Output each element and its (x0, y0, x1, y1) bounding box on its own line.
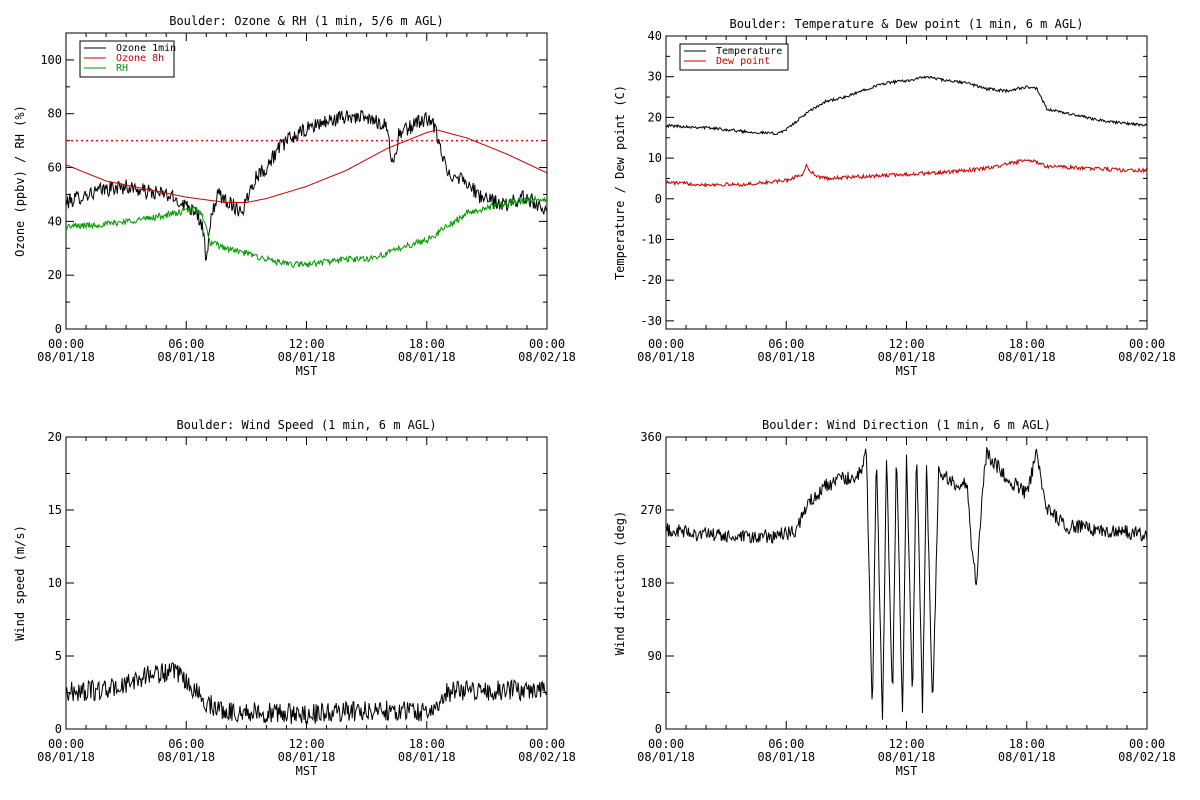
chart-title: Boulder: Temperature & Dew point (1 min,… (729, 17, 1083, 31)
x-axis-label: MST (896, 764, 918, 778)
series-line-temperature (666, 75, 1147, 136)
x-tick-label-date: 08/01/18 (37, 750, 95, 764)
panel-ozone_rh: Boulder: Ozone & RH (1 min, 5/6 m AGL) 0 2… (13, 14, 576, 378)
x-tick-label-date: 08/01/18 (998, 750, 1056, 764)
y-tick-label: 40 (648, 29, 662, 43)
x-tick-label-date: 08/02/18 (518, 350, 576, 364)
x-tick-label-time: 18:00 (1009, 337, 1045, 351)
x-tick-label-date: 08/01/18 (878, 750, 936, 764)
x-tick-label-date: 08/02/18 (1118, 750, 1176, 764)
y-tick-label: 10 (648, 151, 662, 165)
y-tick-label: 360 (640, 430, 662, 444)
y-tick-label: 40 (48, 214, 62, 228)
y-tick-label: 100 (40, 53, 62, 67)
x-tick-label-date: 08/01/18 (157, 350, 215, 364)
y-tick-label: 0 (655, 722, 662, 736)
x-axis-label: MST (296, 764, 318, 778)
legend-label: Ozone 8h (116, 53, 164, 64)
x-tick-label-time: 06:00 (768, 337, 804, 351)
chart-title: Boulder: Ozone & RH (1 min, 5/6 m AGL) (169, 14, 444, 28)
x-tick-label-date: 08/01/18 (278, 350, 336, 364)
y-tick-label: 60 (48, 161, 62, 175)
x-tick-label-date: 08/01/18 (278, 750, 336, 764)
legend-label: Dew point (716, 56, 770, 67)
x-tick-label-time: 00:00 (529, 337, 565, 351)
y-tick-label: 15 (48, 503, 62, 517)
legend-label: RH (116, 63, 128, 74)
y-tick-label: 30 (648, 70, 662, 84)
x-tick-label-date: 08/01/18 (37, 350, 95, 364)
y-axis-label: Wind direction (deg) (613, 511, 627, 656)
x-tick-label-time: 00:00 (1129, 337, 1165, 351)
panel-temp_dew: Boulder: Temperature & Dew point (1 min,… (613, 17, 1176, 378)
y-axis-label: Ozone (ppbv) / RH (%) (13, 105, 27, 257)
panel-wind_speed: Boulder: Wind Speed (1 min, 6 m AGL) 0 5 10… (13, 418, 576, 778)
x-tick-label-time: 06:00 (768, 737, 804, 751)
x-tick-label-date: 08/01/18 (398, 750, 456, 764)
series-line-dew-point (666, 158, 1147, 188)
y-tick-label: -30 (640, 314, 662, 328)
y-tick-label: 80 (48, 107, 62, 121)
series-line-rh (66, 194, 547, 268)
legend-label: Ozone 1min (116, 43, 176, 54)
x-axis-label: MST (896, 364, 918, 378)
x-tick-label-time: 00:00 (648, 737, 684, 751)
y-tick-label: 20 (48, 430, 62, 444)
y-axis-label: Temperature / Dew point (C) (613, 85, 627, 280)
chart-title: Boulder: Wind Speed (1 min, 6 m AGL) (176, 418, 436, 432)
y-tick-label: 180 (640, 576, 662, 590)
x-tick-label-time: 12:00 (288, 737, 324, 751)
chart-title: Boulder: Wind Direction (1 min, 6 m AGL) (762, 418, 1051, 432)
series-line-wind_speed (66, 662, 547, 726)
x-tick-label-date: 08/01/18 (757, 350, 815, 364)
x-tick-label-date: 08/01/18 (157, 750, 215, 764)
legend-box (79, 40, 175, 78)
legend-label: Temperature (716, 46, 782, 57)
y-tick-label: 90 (648, 649, 662, 663)
x-tick-label-time: 12:00 (288, 337, 324, 351)
series-line-wind_dir (666, 447, 1147, 720)
y-tick-label: 10 (48, 576, 62, 590)
x-tick-label-time: 00:00 (48, 737, 84, 751)
x-tick-label-time: 18:00 (409, 737, 445, 751)
x-tick-label-date: 08/01/18 (757, 750, 815, 764)
x-tick-label-date: 08/01/18 (878, 350, 936, 364)
x-tick-label-date: 08/01/18 (637, 350, 695, 364)
x-tick-label-time: 00:00 (1129, 737, 1165, 751)
x-tick-label-date: 08/02/18 (1118, 350, 1176, 364)
y-tick-label: 20 (48, 268, 62, 282)
x-tick-label-date: 08/01/18 (998, 350, 1056, 364)
x-tick-label-time: 00:00 (48, 337, 84, 351)
y-tick-label: 0 (55, 322, 62, 336)
x-tick-label-date: 08/01/18 (398, 350, 456, 364)
x-tick-label-date: 08/01/18 (637, 750, 695, 764)
legend-box (679, 43, 789, 71)
x-tick-label-time: 00:00 (529, 737, 565, 751)
x-tick-label-time: 00:00 (648, 337, 684, 351)
y-tick-label: 270 (640, 503, 662, 517)
series-line-ozone-1min (66, 109, 547, 261)
x-tick-label-time: 06:00 (168, 337, 204, 351)
y-tick-label: 20 (648, 110, 662, 124)
x-tick-label-time: 12:00 (888, 337, 924, 351)
panel-wind_dir: Boulder: Wind Direction (1 min, 6 m AGL)… (613, 418, 1176, 778)
y-tick-label: 0 (55, 722, 62, 736)
y-tick-label: 0 (655, 192, 662, 206)
y-tick-label: 5 (55, 649, 62, 663)
y-axis-label: Wind speed (m/s) (13, 525, 27, 641)
x-tick-label-time: 12:00 (888, 737, 924, 751)
series-line-ozone-8h (66, 129, 547, 203)
x-tick-label-time: 18:00 (409, 337, 445, 351)
x-axis-label: MST (296, 364, 318, 378)
y-tick-label: -20 (640, 273, 662, 287)
x-tick-label-date: 08/02/18 (518, 750, 576, 764)
x-tick-label-time: 18:00 (1009, 737, 1045, 751)
x-tick-label-time: 06:00 (168, 737, 204, 751)
y-tick-label: -10 (640, 232, 662, 246)
